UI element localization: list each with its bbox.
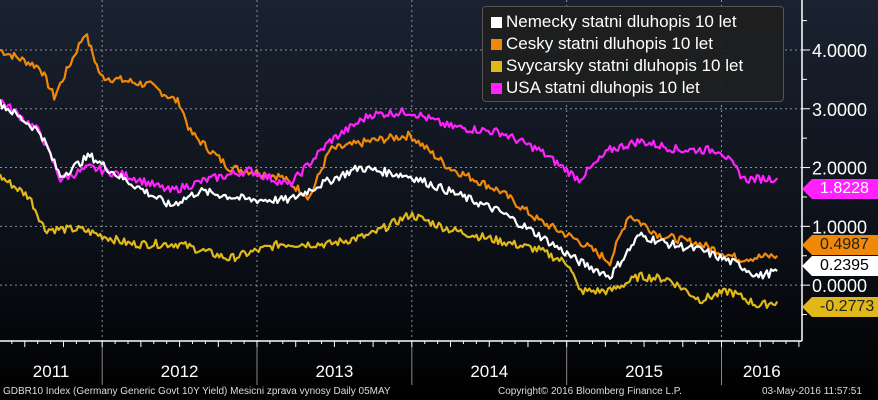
x-tick-label: 2013 xyxy=(316,362,354,381)
y-tick-label: 1.0000 xyxy=(812,217,867,237)
x-tick-label: 2016 xyxy=(743,362,781,381)
y-tick-label: 0.0000 xyxy=(812,276,867,296)
footer-timestamp: 03-May-2016 11:57:51 xyxy=(762,386,862,397)
y-tick-label: 2.0000 xyxy=(812,159,867,179)
x-tick-label: 2014 xyxy=(470,362,508,381)
series-line xyxy=(0,173,779,309)
legend-label: Nemecky statni dluhopis 10 let xyxy=(506,12,737,31)
last-value-tag-swiss: -0.2773 xyxy=(802,297,878,317)
x-tick-label: 2011 xyxy=(33,362,70,381)
x-tick-label: 2015 xyxy=(625,362,663,381)
series-line xyxy=(0,99,778,280)
legend-swatch xyxy=(491,16,502,28)
legend-swatch xyxy=(491,82,502,94)
x-tick-label: 2012 xyxy=(161,362,199,381)
legend-swatch xyxy=(491,38,502,50)
last-value-tag-germany: 0.2395 xyxy=(802,256,878,276)
footer-index-description: GDBR10 Index (Germany Generic Govt 10Y Y… xyxy=(3,386,391,397)
y-tick-label: 4.0000 xyxy=(812,41,867,61)
legend-label: Cesky statni dluhopis 10 let xyxy=(506,34,713,53)
chart-legend: Nemecky statni dluhopis 10 let Cesky sta… xyxy=(482,6,784,102)
series-line xyxy=(0,33,779,267)
footer-copyright: Copyright© 2016 Bloomberg Finance L.P. xyxy=(498,386,682,397)
legend-label: Svycarsky statni dluhopis 10 let xyxy=(506,56,744,75)
legend-item: Cesky statni dluhopis 10 let xyxy=(491,33,775,55)
series-line xyxy=(0,99,779,194)
last-value-tag-czech: 0.4987 xyxy=(802,235,878,255)
legend-item: USA statni dluhopis 10 let xyxy=(491,77,775,99)
y-tick-label: 3.0000 xyxy=(812,100,867,120)
legend-item: Svycarsky statni dluhopis 10 let xyxy=(491,55,775,77)
legend-item: Nemecky statni dluhopis 10 let xyxy=(491,11,775,33)
legend-label: USA statni dluhopis 10 let xyxy=(506,78,700,97)
legend-swatch xyxy=(491,60,502,72)
last-value-tag-usa: 1.8228 xyxy=(802,179,878,199)
